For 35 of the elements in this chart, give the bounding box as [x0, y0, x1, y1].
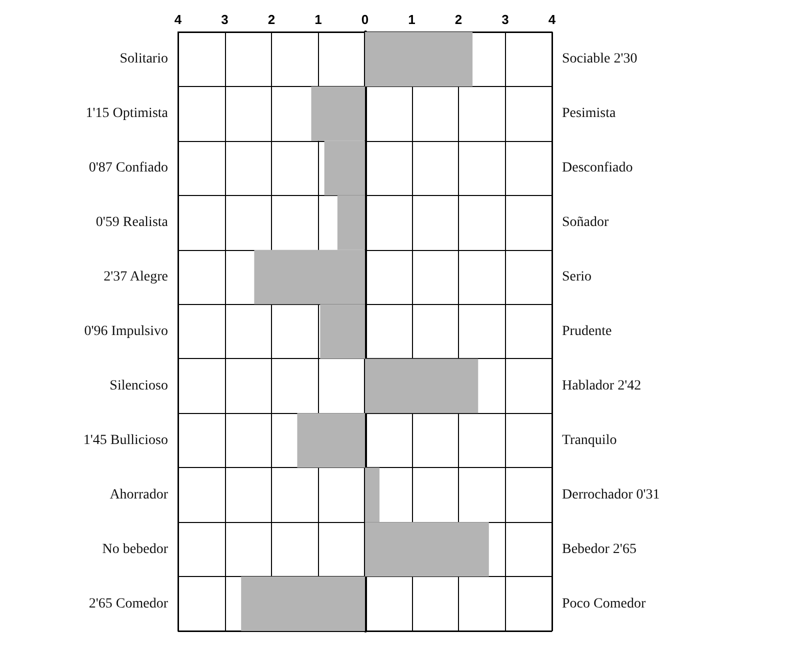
- bar: [365, 358, 478, 414]
- x-tick-label: 4: [548, 12, 556, 27]
- x-tick-label: 4: [174, 12, 182, 27]
- y-tick-label: No bebedor: [102, 542, 168, 557]
- y2-tick-label: Hablador 2'42: [562, 378, 642, 394]
- y-tick-label: Solitario: [120, 52, 168, 67]
- y2-tick-label: Pesimista: [562, 106, 616, 122]
- y-tick-label: 2'65 Comedor: [88, 596, 168, 612]
- y-tick-label: 0'96 Impulsivo: [84, 324, 168, 339]
- y-tick-label: 1'45 Bullicioso: [83, 432, 168, 448]
- bar: [297, 413, 365, 468]
- y2-tick-label: Poco Comedor: [562, 596, 646, 612]
- y2-tick-label: Serio: [562, 270, 592, 285]
- bar: [241, 576, 365, 631]
- x-tick-label: 2: [268, 12, 276, 27]
- bar: [365, 32, 473, 86]
- y-tick-label: 2'37 Alegre: [104, 270, 168, 285]
- y2-tick-label: Sociable 2'30: [562, 52, 638, 67]
- x-tick-label: 1: [314, 12, 322, 27]
- x-tick-label: 1: [408, 12, 416, 27]
- y2-tick-label: Derrochador 0'31: [562, 487, 660, 502]
- y-tick-label: 0'87 Confiado: [88, 160, 168, 176]
- y2-tick-label: Bebedor 2'65: [562, 542, 636, 557]
- y2-tick-label: Prudente: [562, 324, 612, 339]
- y-tick-label: 0'59 Realista: [96, 215, 169, 230]
- x-tick-label: 3: [221, 12, 228, 27]
- x-tick-label: 0: [361, 12, 369, 27]
- y2-tick-label: Soñador: [562, 215, 609, 230]
- y2-tick-label: Desconfiado: [562, 160, 633, 176]
- y-tick-label: Silencioso: [110, 378, 168, 394]
- y2-tick-label: Tranquilo: [562, 432, 617, 448]
- x-tick-label: 3: [502, 12, 509, 27]
- x-tick-label: 2: [454, 12, 462, 27]
- y-tick-label: 1'15 Optimista: [86, 106, 169, 122]
- y-tick-label: Ahorrador: [110, 487, 168, 502]
